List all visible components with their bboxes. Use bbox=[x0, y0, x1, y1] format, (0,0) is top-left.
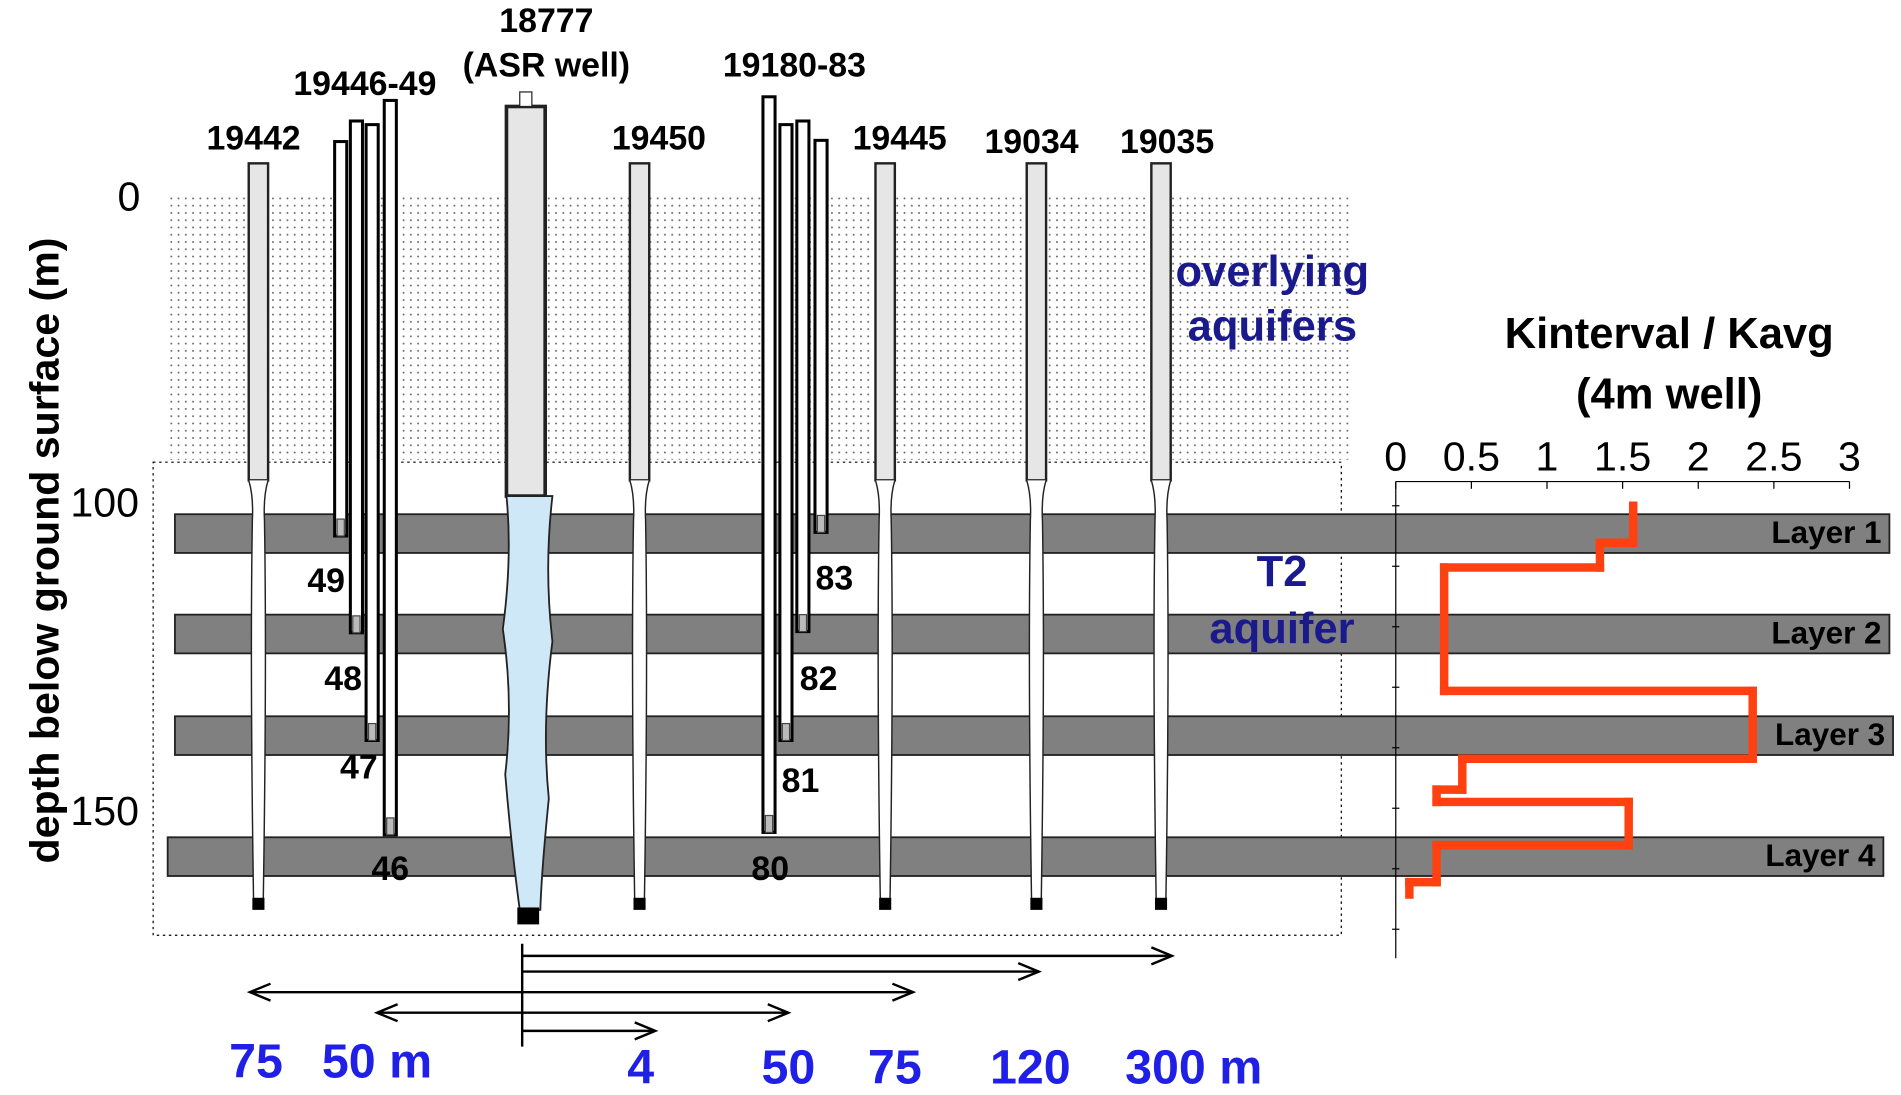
well-foot bbox=[252, 898, 264, 910]
piezometer-label: 49 bbox=[307, 562, 345, 600]
distance-label: 75 bbox=[868, 1041, 922, 1095]
piezometer-label: 82 bbox=[800, 660, 838, 698]
piezo-screen bbox=[337, 519, 344, 536]
piezometer bbox=[780, 125, 792, 741]
well-label: 19445 bbox=[853, 119, 947, 157]
x-tick-label: 2 bbox=[1687, 434, 1710, 480]
piezo-screen bbox=[369, 724, 376, 741]
layer-label: Layer 4 bbox=[1765, 838, 1876, 873]
profile-title: Kinterval / Kavg bbox=[1505, 310, 1834, 358]
layer-label: Layer 2 bbox=[1771, 616, 1881, 651]
x-tick-label: 3 bbox=[1838, 434, 1861, 480]
distance-arrows bbox=[250, 944, 1172, 1047]
piezometer-label: 80 bbox=[751, 850, 789, 888]
well-foot bbox=[517, 907, 539, 924]
x-tick-label: 0 bbox=[1384, 434, 1407, 480]
well-label: 19450 bbox=[612, 119, 706, 157]
annotation: overlying bbox=[1176, 248, 1370, 296]
well-label: 19035 bbox=[1120, 123, 1214, 161]
asr-casing bbox=[506, 106, 545, 496]
piezometer bbox=[763, 97, 775, 833]
piezometer-label: 83 bbox=[816, 560, 854, 598]
well-casing bbox=[249, 163, 268, 480]
piezo-screen bbox=[765, 816, 772, 833]
axis-title: depth below ground surface (m) bbox=[22, 238, 68, 864]
piezometer bbox=[350, 121, 362, 633]
distance-label: 50 m bbox=[322, 1035, 432, 1089]
piezometer bbox=[366, 125, 378, 741]
piezometer bbox=[335, 142, 347, 536]
y-tick-label: 100 bbox=[70, 480, 139, 526]
piezo-screen bbox=[782, 724, 789, 741]
well-casing bbox=[1027, 163, 1046, 480]
piezo-screen bbox=[799, 615, 806, 632]
well-label: 19180-83 bbox=[723, 47, 866, 85]
piezometer-label: 81 bbox=[782, 762, 820, 800]
annotation: T2 bbox=[1257, 548, 1308, 596]
well-casing bbox=[1151, 163, 1170, 480]
x-tick-label: 1 bbox=[1536, 434, 1559, 480]
layer-label: Layer 3 bbox=[1775, 717, 1885, 752]
profile-subtitle: (4m well) bbox=[1576, 370, 1762, 418]
well-casing bbox=[875, 163, 894, 480]
well-foot bbox=[1155, 898, 1167, 910]
y-tick-label: 0 bbox=[118, 174, 141, 220]
well-label: 19446-49 bbox=[293, 65, 436, 103]
piezometer bbox=[797, 121, 809, 632]
piezometer-label: 48 bbox=[324, 660, 362, 698]
piezometer-label: 47 bbox=[340, 748, 378, 786]
x-tick-label: 0.5 bbox=[1443, 434, 1500, 480]
diagram: Layer 1 Layer 2 Layer 3 Layer 4 19442 19446… bbox=[0, 0, 1901, 1095]
distance-label: 50 bbox=[761, 1041, 815, 1095]
distance-label: 4 bbox=[627, 1041, 654, 1095]
distance-label: 300 m bbox=[1125, 1041, 1262, 1095]
annotation: aquifer bbox=[1209, 605, 1354, 653]
well-casing bbox=[630, 163, 649, 480]
distance-label: 120 bbox=[990, 1041, 1071, 1095]
annotation: aquifers bbox=[1188, 303, 1357, 351]
well-label: (ASR well) bbox=[463, 47, 630, 85]
y-tick-label: 150 bbox=[70, 788, 139, 834]
asr-cap bbox=[520, 92, 532, 107]
piezo-screen bbox=[387, 818, 394, 835]
distance-label: 75 bbox=[229, 1035, 283, 1089]
piezometer bbox=[384, 100, 396, 834]
well-foot bbox=[879, 898, 891, 910]
piezo-screen bbox=[353, 616, 360, 633]
x-tick-label: 1.5 bbox=[1594, 434, 1651, 480]
well-label: 19442 bbox=[206, 119, 300, 157]
well-foot bbox=[1030, 898, 1042, 910]
well-label: 18777 bbox=[499, 2, 593, 40]
x-tick-label: 2.5 bbox=[1745, 434, 1802, 480]
well-foot bbox=[633, 898, 645, 910]
piezo-screen bbox=[817, 515, 824, 532]
piezometer-label: 46 bbox=[371, 850, 409, 888]
layer-label: Layer 1 bbox=[1771, 515, 1881, 550]
piezometer bbox=[815, 140, 827, 532]
well-label: 19034 bbox=[984, 123, 1078, 161]
